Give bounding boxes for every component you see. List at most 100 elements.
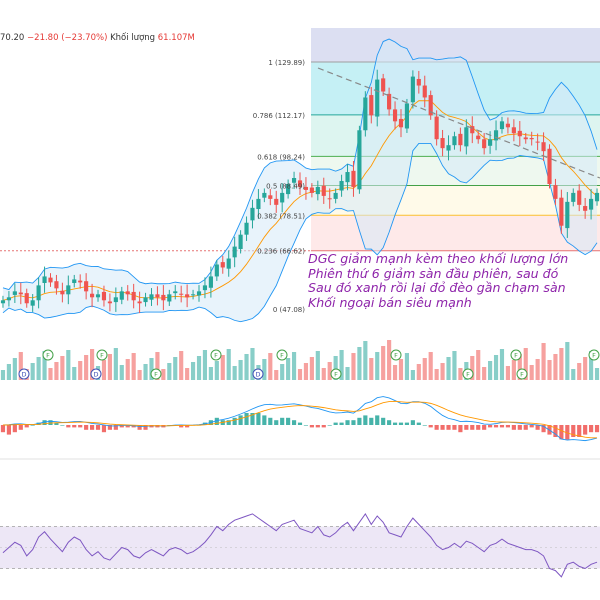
candle-body xyxy=(387,93,392,110)
candle-body xyxy=(398,118,404,128)
volume-bar xyxy=(297,369,303,380)
price-partial: 70.20 xyxy=(0,33,25,43)
volume-bar xyxy=(505,366,510,380)
volume-bar xyxy=(30,363,35,380)
volume-label: Khối lượng xyxy=(110,33,158,43)
event-marker-label: D xyxy=(21,371,26,379)
volume-bar xyxy=(107,354,112,380)
candle-body xyxy=(125,291,130,295)
event-marker-label: D xyxy=(93,371,98,379)
macd-histogram-bar xyxy=(244,413,249,425)
candle-body xyxy=(244,222,249,235)
macd-histogram-bar xyxy=(42,420,47,425)
signal-line xyxy=(2,400,598,439)
volume-bar xyxy=(553,354,558,380)
volume-bar xyxy=(428,352,433,380)
volume-bar xyxy=(0,370,6,380)
candle-body xyxy=(143,297,148,303)
candle-body xyxy=(161,294,166,301)
macd-histogram-bar xyxy=(101,425,107,433)
macd-histogram-bar xyxy=(226,420,231,425)
candle-body xyxy=(547,148,552,184)
event-marker-label: F xyxy=(466,371,470,379)
macd-histogram-bar xyxy=(345,420,350,425)
macd-histogram-bar xyxy=(410,420,415,425)
candle-body xyxy=(6,297,11,301)
macd-histogram-bar xyxy=(250,413,255,425)
candle-body xyxy=(428,95,433,116)
volume-bar xyxy=(476,350,481,380)
event-marker-F xyxy=(462,368,474,380)
candle-body xyxy=(440,138,445,149)
candle-body xyxy=(571,192,576,202)
candle-body xyxy=(351,170,356,187)
macd-histogram-bar xyxy=(179,425,184,428)
candle-body xyxy=(250,207,255,221)
macd-histogram-bar xyxy=(54,422,59,425)
volume-bar xyxy=(559,348,564,380)
event-marker-F xyxy=(42,349,54,361)
volume-bar xyxy=(410,370,415,380)
volume-bar xyxy=(345,367,350,380)
candle-body xyxy=(577,190,582,205)
candle-body xyxy=(594,192,600,202)
candle-body xyxy=(297,180,303,187)
candle-body xyxy=(363,97,368,131)
candle-body xyxy=(333,192,338,199)
candle-body xyxy=(357,130,362,190)
candle-body xyxy=(208,276,213,288)
volume-bar xyxy=(315,351,320,380)
candle-body xyxy=(523,137,528,140)
candle-body xyxy=(541,142,546,152)
volume-bar xyxy=(113,348,118,380)
macd-histogram-bar xyxy=(594,425,600,433)
volume-bar xyxy=(202,350,208,380)
volume-bar xyxy=(416,364,421,380)
candle-body xyxy=(84,281,89,292)
volume-bar xyxy=(589,351,594,380)
candle-body xyxy=(434,116,439,140)
candle-body xyxy=(42,276,47,283)
volume-bar xyxy=(250,348,255,380)
macd-histogram-bar xyxy=(488,425,493,428)
candle-body xyxy=(167,294,172,302)
candle-body xyxy=(505,123,510,128)
volume-bar xyxy=(571,369,576,380)
macd-histogram-bar xyxy=(95,425,101,430)
macd-histogram-bar xyxy=(559,425,564,440)
volume-bar xyxy=(214,361,219,380)
macd-histogram-bar xyxy=(589,425,594,433)
fib-zone-0.236 xyxy=(311,215,600,251)
candle-body xyxy=(464,127,469,147)
event-marker-F xyxy=(588,349,600,361)
event-marker-D xyxy=(18,368,30,380)
candle-body xyxy=(280,192,285,203)
candle-body xyxy=(179,293,184,295)
event-marker-label: D xyxy=(255,371,260,379)
volume-bar xyxy=(327,362,332,380)
macd-histogram-bar xyxy=(113,425,118,430)
macd-histogram-bar xyxy=(398,422,404,425)
macd-histogram-bar xyxy=(351,420,356,425)
candle-body xyxy=(12,291,17,295)
macd-histogram-bar xyxy=(470,425,475,430)
candle-body xyxy=(422,85,427,98)
macd-histogram-bar xyxy=(24,425,29,428)
volume-bar xyxy=(470,356,475,380)
candle-body xyxy=(476,135,481,140)
volume-bar xyxy=(398,359,404,380)
volume-bar xyxy=(179,351,184,380)
macd-histogram-bar xyxy=(505,425,510,428)
volume-bar xyxy=(404,353,410,380)
event-marker-label: F xyxy=(394,352,398,360)
macd-histogram-bar xyxy=(143,425,148,430)
volume-bar xyxy=(280,364,285,380)
candle-body xyxy=(499,121,505,130)
candle-body xyxy=(416,78,421,86)
event-marker-D xyxy=(252,368,264,380)
macd-histogram-bar xyxy=(78,425,83,428)
volume-bar xyxy=(493,355,499,380)
macd-histogram-bar xyxy=(309,425,314,428)
volume-bar xyxy=(517,354,522,380)
macd-histogram-bar xyxy=(375,415,380,425)
